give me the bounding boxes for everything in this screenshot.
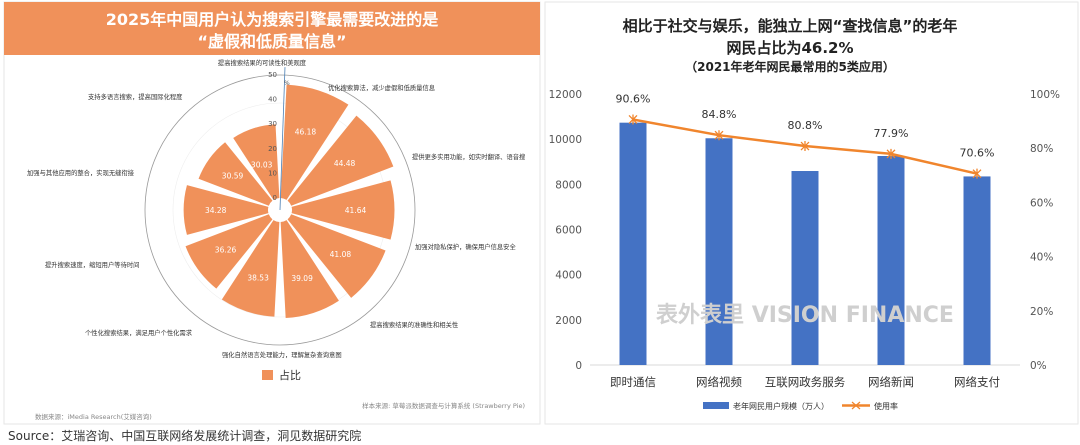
polar-slice <box>280 84 349 200</box>
y-left-tick-label: 12000 <box>549 89 582 101</box>
legend-line-label: 使用率 <box>874 401 898 411</box>
y-right-tick-label: 60% <box>1030 197 1053 209</box>
radial-tick-label: 0 <box>273 194 277 202</box>
left-title-line2: “虚假和低质量信息” <box>197 32 346 51</box>
bar <box>619 122 647 365</box>
radial-tick-label: 20 <box>268 145 277 153</box>
legend-bar-swatch <box>703 402 729 409</box>
legend-swatch <box>262 370 273 380</box>
right-subtitle: （2021年老年网民最常用的5类应用） <box>685 59 895 74</box>
polar-slice <box>198 142 273 206</box>
rate-marker <box>800 141 810 152</box>
polar-slice <box>291 180 395 240</box>
left-title-line1: 2025年中国用户认为搜索引擎最需要改进的是 <box>106 10 439 29</box>
polar-slice <box>233 124 280 200</box>
bar-line-chart: 0 2000 4000 6000 8000 10000 12000 0% 20% 40% 60% 80… <box>549 89 1060 411</box>
radial-tick-label: 50 <box>268 71 277 79</box>
category-label: 加强对隐私保护，确保用户信息安全 <box>415 242 516 251</box>
rate-data-label: 70.6% <box>960 147 995 160</box>
y-right-tick-label: 80% <box>1030 143 1053 155</box>
sample-source: 样本来源: 草莓派数据调查与计算系统 (Strawberry Pie) <box>362 401 525 410</box>
slice-value-label: 34.28 <box>205 206 227 215</box>
polar-slice <box>185 214 273 289</box>
x-tick-label: 互联网政务服务 <box>765 375 846 389</box>
y-right-tick-label: 20% <box>1030 306 1053 318</box>
polar-slice <box>221 220 280 317</box>
bar <box>791 171 819 365</box>
polar-chart: 46.18 44.48 41.64 41.08 39.09 38.53 36.26 34.28… <box>27 58 526 359</box>
data-source: 数据来源：iMedia Research(艾媒咨询) <box>35 412 152 421</box>
polar-slice <box>183 185 269 235</box>
slice-value-label: 30.03 <box>251 161 273 170</box>
y-right-tick-label: 100% <box>1030 89 1060 101</box>
rate-data-label: 77.9% <box>874 127 909 140</box>
y-left-tick-label: 6000 <box>555 225 582 237</box>
bar <box>705 138 733 365</box>
rate-marker <box>628 114 638 125</box>
category-label: 加强与其他应用的整合，实现无缝衔接 <box>27 168 135 177</box>
slice-value-label: 30.59 <box>222 172 244 181</box>
polar-slice <box>287 115 394 206</box>
x-tick-label: 网络新闻 <box>868 375 914 389</box>
slice-value-label: 44.48 <box>334 159 356 168</box>
category-label: 个性化搜索结果，满足用户个性化需求 <box>85 328 193 337</box>
slice-value-label: 41.64 <box>345 206 367 215</box>
rate-marker <box>886 148 896 159</box>
bar <box>963 176 991 365</box>
category-label: 提升搜索速度，缩短用户等待时间 <box>45 260 139 269</box>
outer-ring <box>144 74 416 346</box>
y-left-tick-label: 10000 <box>549 134 582 146</box>
category-label: 强化自然语言处理能力，理解复杂查询意图 <box>222 350 342 359</box>
y-left-tick-label: 0 <box>575 360 582 372</box>
x-tick-label: 即时通信 <box>610 375 656 389</box>
rate-marker <box>972 168 982 179</box>
y-left-tick-label: 2000 <box>555 315 582 327</box>
rate-marker <box>714 130 724 141</box>
right-title-line1: 相比于社交与娱乐，能独立上网“查找信息”的老年 <box>623 17 958 35</box>
slice-value-label: 38.53 <box>247 273 269 282</box>
radial-tick-label: 10 <box>268 169 277 177</box>
category-label: 提高搜索结果的准确性和相关性 <box>370 320 458 329</box>
rate-data-label: 84.8% <box>702 108 737 121</box>
footer-source: Source：艾瑞咨询、中国互联网络发展统计调查，洞见数据研究院 <box>8 428 361 443</box>
watermark: 表外表里 VISION FINANCE <box>656 302 954 328</box>
radial-unit: % <box>284 80 290 87</box>
x-tick-label: 网络支付 <box>954 375 1000 389</box>
category-label: 支持多语言搜索，提高国际化程度 <box>88 92 183 101</box>
y-right-tick-label: 40% <box>1030 252 1053 264</box>
rate-data-label: 80.8% <box>788 119 823 132</box>
y-right-tick-label: 0% <box>1030 360 1047 372</box>
radial-tick-label: 40 <box>268 96 277 104</box>
slice-value-label: 41.08 <box>330 250 352 259</box>
left-panel <box>3 1 541 425</box>
polar-slice <box>287 214 386 298</box>
polar-slice <box>280 220 339 319</box>
radial-axis <box>279 67 286 211</box>
category-label: 提供更多实用功能，如实时翻译、语音搜 <box>412 152 526 161</box>
legend-line-marker <box>851 401 861 410</box>
right-title-line2: 网民占比为46.2% <box>726 39 853 57</box>
slice-value-label: 46.18 <box>295 128 317 137</box>
left-header <box>4 2 540 55</box>
x-tick-label: 网络视频 <box>696 375 742 389</box>
y-left-tick-label: 4000 <box>555 270 582 282</box>
rate-data-label: 90.6% <box>616 92 651 105</box>
y-left-tick-label: 8000 <box>555 179 582 191</box>
legend-bar-label: 老年网民用户规模（万人） <box>733 401 829 411</box>
category-label: 优化搜索算法，减少虚假和低质量信息 <box>328 83 435 92</box>
legend-label: 占比 <box>279 368 301 382</box>
bar <box>877 155 905 365</box>
slice-value-label: 39.09 <box>291 274 313 283</box>
radial-tick-label: 30 <box>268 120 277 128</box>
category-label: 提高搜索结果的可读性和美观度 <box>218 58 307 67</box>
slice-value-label: 36.26 <box>215 246 237 255</box>
